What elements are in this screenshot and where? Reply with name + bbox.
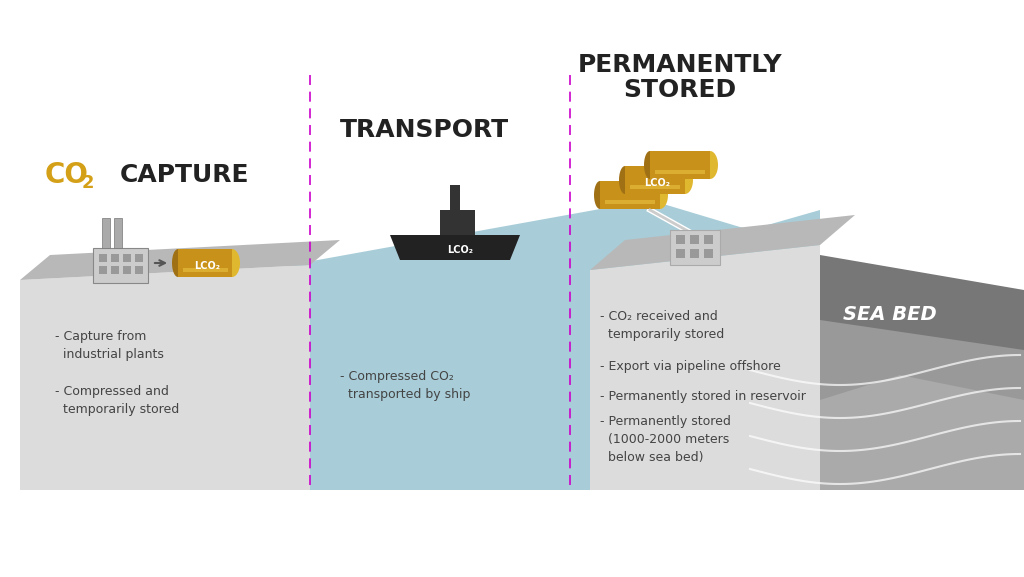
Polygon shape	[690, 249, 699, 258]
Text: CAPTURE: CAPTURE	[120, 163, 250, 187]
Polygon shape	[625, 166, 685, 194]
Polygon shape	[178, 249, 233, 277]
Polygon shape	[99, 254, 106, 262]
Text: CO: CO	[45, 161, 89, 189]
Polygon shape	[20, 265, 310, 490]
Polygon shape	[135, 266, 143, 274]
Polygon shape	[590, 215, 855, 270]
Polygon shape	[20, 240, 340, 280]
Polygon shape	[655, 170, 705, 174]
Polygon shape	[670, 230, 720, 265]
Polygon shape	[390, 235, 520, 260]
Polygon shape	[440, 210, 475, 235]
Text: - Permanently stored
  (1000-2000 meters
  below sea bed): - Permanently stored (1000-2000 meters b…	[600, 415, 731, 464]
Text: PERMANENTLY: PERMANENTLY	[578, 53, 782, 77]
Text: LCO₂: LCO₂	[194, 261, 220, 271]
Polygon shape	[594, 181, 600, 209]
Polygon shape	[705, 235, 713, 244]
Text: - Permanently stored in reservoir: - Permanently stored in reservoir	[600, 390, 806, 403]
Polygon shape	[172, 249, 178, 277]
Polygon shape	[710, 151, 718, 179]
Text: - Capture from
  industrial plants: - Capture from industrial plants	[55, 330, 164, 361]
Polygon shape	[700, 255, 1024, 490]
Polygon shape	[705, 249, 713, 258]
Polygon shape	[102, 218, 110, 248]
Text: SEA BED: SEA BED	[843, 305, 937, 324]
Polygon shape	[93, 248, 148, 283]
Text: 2: 2	[82, 174, 94, 192]
Text: LCO₂: LCO₂	[644, 178, 670, 188]
Polygon shape	[820, 375, 1024, 490]
Polygon shape	[690, 235, 699, 244]
Polygon shape	[750, 320, 1024, 490]
Text: - CO₂ received and
  temporarily stored: - CO₂ received and temporarily stored	[600, 310, 724, 341]
Polygon shape	[123, 254, 131, 262]
Polygon shape	[605, 200, 655, 204]
Text: - Export via pipeline offshore: - Export via pipeline offshore	[600, 360, 780, 373]
Polygon shape	[620, 166, 625, 194]
Polygon shape	[685, 166, 693, 194]
Polygon shape	[290, 200, 820, 490]
Polygon shape	[676, 249, 685, 258]
Polygon shape	[183, 268, 228, 272]
Polygon shape	[676, 235, 685, 244]
Polygon shape	[99, 266, 106, 274]
Text: LCO₂: LCO₂	[447, 245, 473, 255]
Text: - Compressed and
  temporarily stored: - Compressed and temporarily stored	[55, 385, 179, 416]
Polygon shape	[590, 245, 820, 490]
Polygon shape	[114, 218, 122, 248]
Polygon shape	[450, 185, 460, 210]
Text: - Compressed CO₂
  transported by ship: - Compressed CO₂ transported by ship	[340, 370, 470, 401]
Polygon shape	[135, 254, 143, 262]
Polygon shape	[123, 266, 131, 274]
Text: TRANSPORT: TRANSPORT	[340, 118, 509, 142]
Polygon shape	[111, 266, 119, 274]
Polygon shape	[232, 249, 240, 277]
Polygon shape	[111, 254, 119, 262]
Polygon shape	[630, 185, 680, 189]
Polygon shape	[600, 181, 660, 209]
Text: STORED: STORED	[624, 78, 736, 102]
Polygon shape	[644, 151, 650, 179]
Polygon shape	[660, 181, 668, 209]
Polygon shape	[650, 151, 710, 179]
